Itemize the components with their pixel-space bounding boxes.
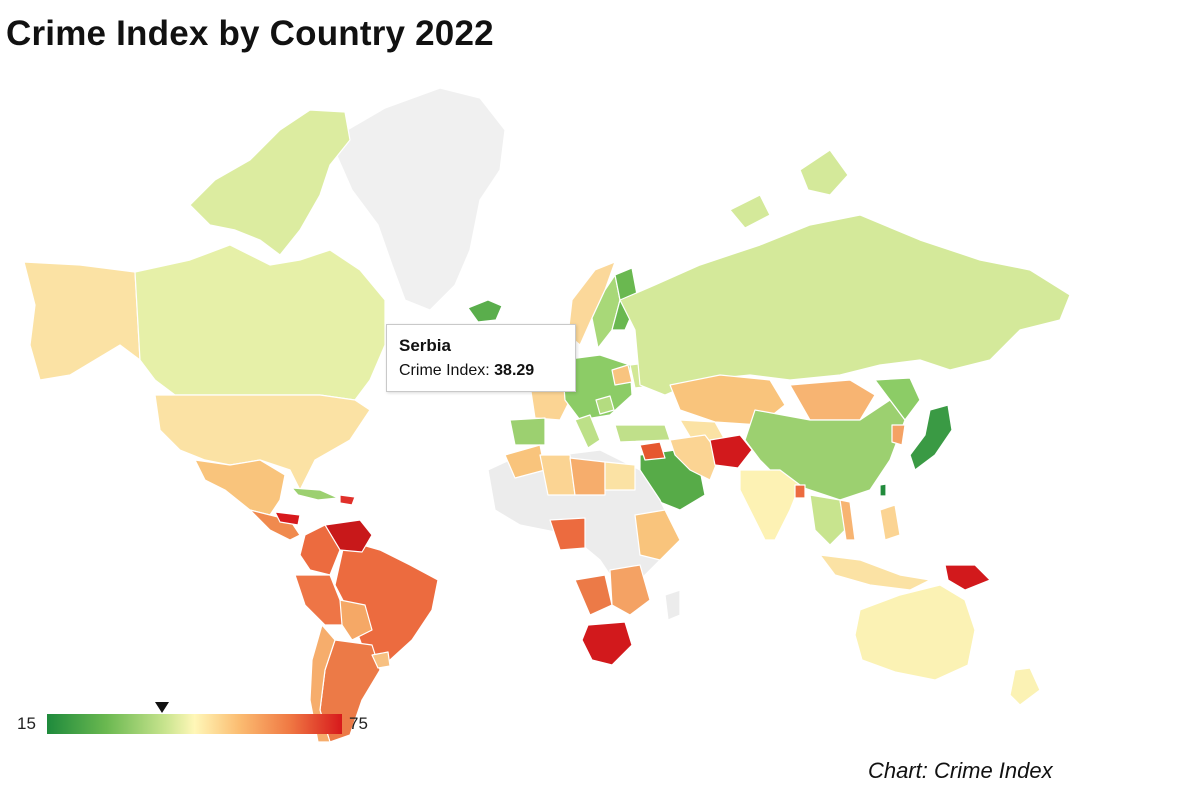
country-se-asia[interactable]: [809, 494, 846, 546]
country-japan[interactable]: [909, 404, 953, 471]
country-india[interactable]: [739, 469, 801, 541]
country-greenland[interactable]: [329, 87, 506, 311]
country-taiwan[interactable]: [879, 483, 887, 497]
country-caribbean[interactable]: [339, 494, 356, 506]
country-new-zealand[interactable]: [1009, 667, 1041, 706]
country-iran[interactable]: [669, 434, 721, 481]
world-map[interactable]: [0, 70, 1200, 760]
country-tooltip: Serbia Crime Index: 38.29: [386, 324, 576, 392]
country-serbia[interactable]: [595, 395, 615, 415]
country-philippines[interactable]: [879, 504, 901, 541]
country-libya[interactable]: [569, 457, 606, 496]
legend-max-label: 75: [349, 714, 368, 733]
country-ethiopia-kenya[interactable]: [634, 509, 681, 561]
country-turkey[interactable]: [614, 424, 671, 443]
country-spain[interactable]: [509, 417, 546, 446]
country-papua-new-guinea[interactable]: [944, 564, 991, 591]
country-ukraine[interactable]: [611, 364, 633, 386]
country-china-ne[interactable]: [874, 377, 921, 421]
country-afghanistan[interactable]: [709, 434, 753, 469]
country-canada[interactable]: [134, 244, 386, 401]
country-bolivia[interactable]: [339, 599, 373, 641]
chart-title: Crime Index by Country 2022: [6, 14, 494, 53]
country-canada-islands[interactable]: [189, 109, 351, 256]
country-usa-alaska[interactable]: [23, 261, 141, 381]
country-nigeria[interactable]: [549, 517, 586, 551]
country-mexico[interactable]: [194, 459, 286, 516]
country-tanzania-etc[interactable]: [609, 564, 651, 616]
tooltip-value: 38.29: [494, 362, 535, 379]
country-vietnam[interactable]: [839, 499, 856, 541]
country-angola[interactable]: [574, 574, 613, 616]
country-malaysia-indonesia[interactable]: [819, 554, 931, 591]
country-mongolia[interactable]: [789, 379, 876, 421]
country-australia[interactable]: [854, 584, 976, 681]
country-central-america[interactable]: [249, 509, 301, 541]
country-uruguay[interactable]: [371, 651, 391, 669]
country-madagascar[interactable]: [664, 589, 681, 621]
tooltip-row: Crime Index: 38.29: [399, 362, 563, 380]
country-iceland[interactable]: [467, 299, 503, 323]
country-cuba[interactable]: [291, 487, 339, 501]
country-chile[interactable]: [309, 624, 336, 743]
tooltip-country-name: Serbia: [399, 336, 451, 355]
legend-gradient-bar: [47, 714, 342, 734]
legend-min-label: 15: [17, 714, 36, 733]
legend-marker-triangle: [154, 702, 169, 713]
chart-source: Chart: Crime Index: [868, 758, 1053, 783]
country-russia[interactable]: [619, 214, 1071, 396]
country-italy[interactable]: [574, 414, 601, 449]
country-usa[interactable]: [154, 394, 371, 491]
country-south-korea[interactable]: [891, 424, 906, 446]
tooltip-label: Crime Index:: [399, 362, 490, 379]
country-honduras[interactable]: [274, 511, 301, 526]
country-bangladesh[interactable]: [794, 484, 806, 499]
color-legend: 15 75: [14, 702, 384, 748]
country-syria-iraq[interactable]: [639, 441, 666, 461]
country-egypt[interactable]: [604, 461, 636, 491]
country-south-africa[interactable]: [581, 621, 633, 666]
country-russia-islands[interactable]: [729, 149, 849, 229]
